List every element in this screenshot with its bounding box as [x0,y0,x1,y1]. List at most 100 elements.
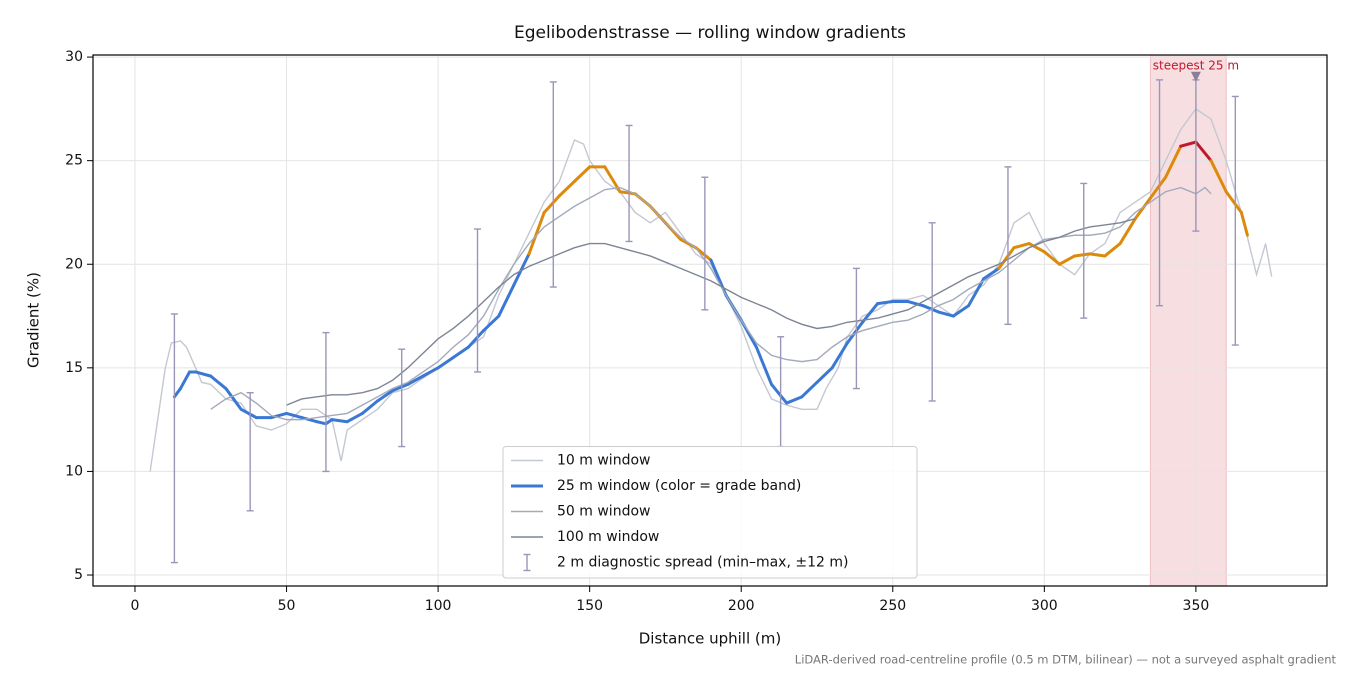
line-segment [1224,190,1243,214]
line-segment [330,418,349,424]
line-segment [876,300,895,306]
line-segment [754,345,774,386]
line-segment [1103,242,1122,258]
line-segment [1148,175,1168,200]
line-segment [421,366,440,378]
plot-frame [92,54,1328,587]
line-segment [285,411,304,420]
line-segment [770,382,789,405]
line-segment [194,370,213,378]
line [149,107,1273,472]
line-segment [800,380,819,399]
line-segment [557,179,577,198]
line-segment [845,320,864,345]
error-bar [474,228,482,373]
highlight-region [1149,54,1227,587]
line-segment [1209,159,1228,194]
line-segment [1179,140,1198,148]
line-segment [391,382,410,393]
y-tick-label: 25 [65,153,83,169]
line-segment [1057,254,1077,266]
line-segment [315,420,328,426]
line-segment [1164,144,1183,179]
line-segment [300,416,319,424]
error-bar [246,392,254,512]
y-axis-label: Gradient (%) [25,272,43,368]
error-bar [625,124,633,243]
line-segment [951,304,971,318]
line-segment [815,366,834,384]
line-segment [482,314,501,333]
x-tick-label: 350 [1183,598,1210,614]
line-segment [375,389,395,403]
line-segment [1027,242,1046,254]
error-bar [852,267,860,390]
line-segment [997,246,1016,270]
line-segment [1012,242,1031,250]
line-segment [906,300,925,308]
line-segment [967,277,986,308]
annotation-marker [1190,71,1201,82]
line-segment [497,283,516,318]
legend-label: 25 m window (color = grade band) [557,478,801,494]
x-tick-label: 150 [576,598,603,614]
annotation-label: steepest 25 m [1153,58,1239,72]
line-segment [345,411,364,424]
y-tick-label: 30 [65,49,83,65]
x-tick-label: 200 [728,598,755,614]
line-segment [360,399,379,415]
line-segment [512,252,531,287]
y-tick-label: 20 [65,256,83,272]
legend-label: 10 m window [557,453,650,469]
error-bar [170,313,178,564]
x-tick-label: 250 [879,598,906,614]
error-bar [1156,79,1164,307]
line-segment [436,355,455,370]
line-segment [209,374,228,391]
line-segment [172,387,182,399]
line-segment [936,310,955,318]
line-segment [1042,250,1061,266]
chart-title: Egelibodenstrasse — rolling window gradi… [514,23,906,43]
line-segment [921,304,940,314]
line [286,217,1136,406]
error-bar [928,222,936,402]
legend-label: 2 m diagnostic spread (min–max, ±12 m) [557,555,848,571]
error-bar [1080,182,1088,319]
y-tick-label: 10 [65,463,83,479]
x-tick-label: 300 [1031,598,1058,614]
legend-label: 100 m window [557,529,659,545]
line-segment [1118,217,1137,246]
footnote: LiDAR-derived road-centreline profile (0… [795,653,1337,667]
line-segment [1073,252,1092,258]
line-segment [178,370,192,391]
line-segment [785,395,804,405]
y-tick-label: 15 [65,360,83,376]
line-segment [406,374,425,386]
line-segment [1194,140,1213,163]
line-segment [982,266,1001,281]
error-bar [701,176,709,311]
error-bar [1004,166,1012,326]
line-segment [239,407,258,420]
line-segment [694,246,713,262]
line-segment [830,341,849,370]
error-bar [549,81,557,288]
line-segment [1239,210,1249,237]
line-segment [527,210,546,256]
line-segment [451,345,470,359]
line-segment [573,165,592,183]
line-segment [466,329,486,349]
legend-label: 50 m window [557,504,650,520]
x-tick-label: 50 [278,598,296,614]
error-bar [398,348,406,448]
error-bar [1231,95,1239,346]
x-tick-label: 100 [425,598,452,614]
line-segment [1088,252,1107,258]
x-axis-label: Distance uphill (m) [639,630,781,648]
line-segment [542,194,561,214]
y-tick-label: 5 [74,567,83,583]
line-segment [224,387,243,411]
line-segment [1133,196,1152,221]
